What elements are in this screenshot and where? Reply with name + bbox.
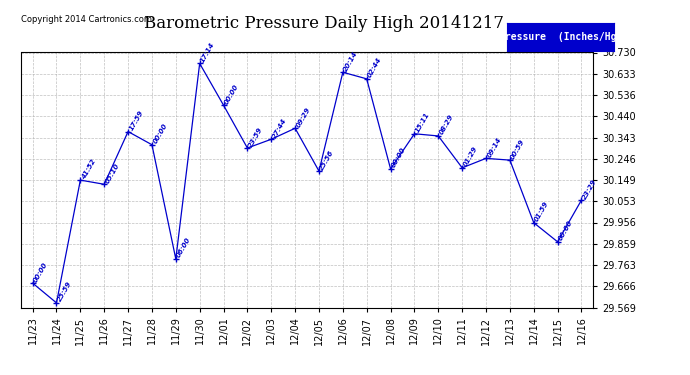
- Text: 09:14: 09:14: [486, 136, 502, 158]
- Text: 00:00: 00:00: [152, 123, 168, 145]
- Text: 00:00: 00:00: [224, 83, 240, 105]
- Text: 02:44: 02:44: [366, 57, 383, 79]
- Text: 00:00: 00:00: [391, 147, 407, 169]
- Text: 20:14: 20:14: [343, 50, 359, 72]
- Text: 00:59: 00:59: [510, 138, 526, 160]
- Text: 41:52: 41:52: [80, 158, 97, 180]
- Text: 23:29: 23:29: [582, 178, 598, 200]
- Text: 01:29: 01:29: [462, 146, 478, 168]
- Text: Copyright 2014 Cartronics.com: Copyright 2014 Cartronics.com: [21, 15, 152, 24]
- Text: 25:56: 25:56: [319, 149, 335, 171]
- Text: 15:11: 15:11: [415, 111, 431, 134]
- Text: 23:59: 23:59: [248, 126, 264, 148]
- Text: 08:29: 08:29: [438, 114, 455, 136]
- Text: 00:00: 00:00: [32, 261, 49, 283]
- Text: 17:59: 17:59: [128, 109, 144, 132]
- Text: 25:59: 25:59: [57, 280, 73, 303]
- Text: Pressure  (Inches/Hg): Pressure (Inches/Hg): [499, 32, 622, 42]
- Text: 06:00: 06:00: [176, 237, 192, 259]
- Text: 17:14: 17:14: [199, 41, 216, 63]
- Text: Barometric Pressure Daily High 20141217: Barometric Pressure Daily High 20141217: [144, 15, 504, 32]
- Text: 01:59: 01:59: [534, 201, 550, 223]
- Text: 09:29: 09:29: [295, 106, 311, 128]
- Text: 27:44: 27:44: [271, 117, 288, 139]
- Text: 00:00: 00:00: [558, 219, 574, 242]
- Text: 05:10: 05:10: [104, 162, 121, 184]
